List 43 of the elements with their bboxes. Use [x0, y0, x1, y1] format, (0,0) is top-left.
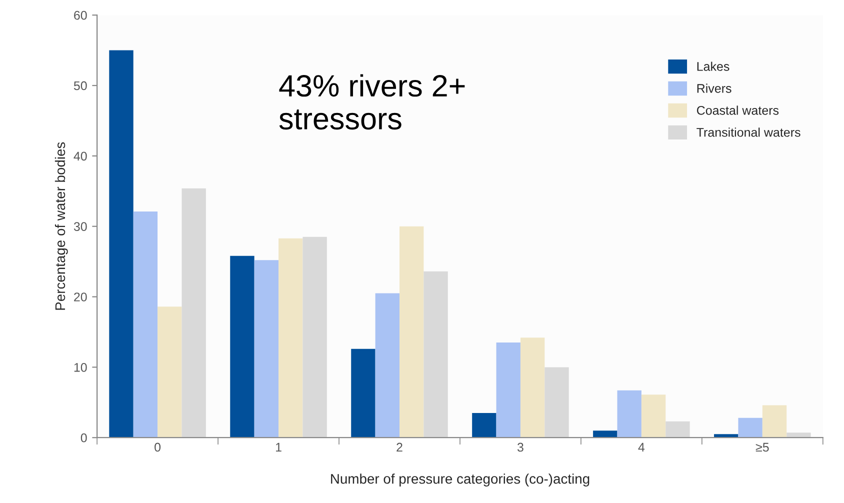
bar	[424, 271, 448, 438]
bar	[182, 188, 206, 438]
bar	[496, 342, 520, 438]
annotation: 43% rivers 2+ stressors	[279, 74, 465, 130]
bar	[472, 412, 496, 438]
legend-label: Transitional waters	[696, 128, 800, 137]
bar	[133, 212, 158, 438]
bar	[230, 256, 254, 438]
bar	[158, 306, 182, 438]
bar	[544, 367, 569, 438]
bar	[302, 236, 327, 438]
bar	[375, 293, 400, 438]
x-tick-label: 3	[517, 442, 524, 452]
bar	[351, 348, 376, 438]
bar	[762, 405, 787, 438]
bar	[593, 430, 618, 438]
x-tick-label: 0	[154, 442, 161, 452]
x-tick-label: 2	[396, 442, 402, 452]
bar	[109, 50, 134, 438]
bar	[254, 260, 279, 438]
y-tick-label: 50	[74, 81, 87, 90]
bar	[641, 394, 666, 438]
y-tick-label: 0	[80, 433, 87, 442]
y-tick-label: 30	[74, 222, 87, 231]
bar	[666, 421, 690, 438]
x-tick-label: 1	[276, 442, 282, 452]
bar	[617, 390, 642, 438]
legend-label: Lakes	[697, 62, 730, 71]
x-tick-label: ≥5	[756, 442, 769, 452]
bar	[786, 432, 811, 438]
bar	[520, 338, 545, 438]
y-tick-label: 20	[74, 292, 87, 302]
x-axis-title: Number of pressure categories (co-)acting	[331, 474, 590, 487]
bar	[399, 226, 424, 438]
bar	[278, 238, 303, 438]
y-axis-title: Percentage of water bodies	[54, 142, 68, 310]
y-tick-label: 60	[74, 10, 87, 20]
x-tick-label: 4	[638, 442, 645, 452]
y-tick-label: 40	[74, 152, 87, 161]
legend-label: Rivers	[697, 84, 732, 93]
legend-label: Coastal waters	[696, 106, 779, 115]
y-tick-label: 10	[74, 362, 87, 372]
bar	[738, 418, 762, 438]
